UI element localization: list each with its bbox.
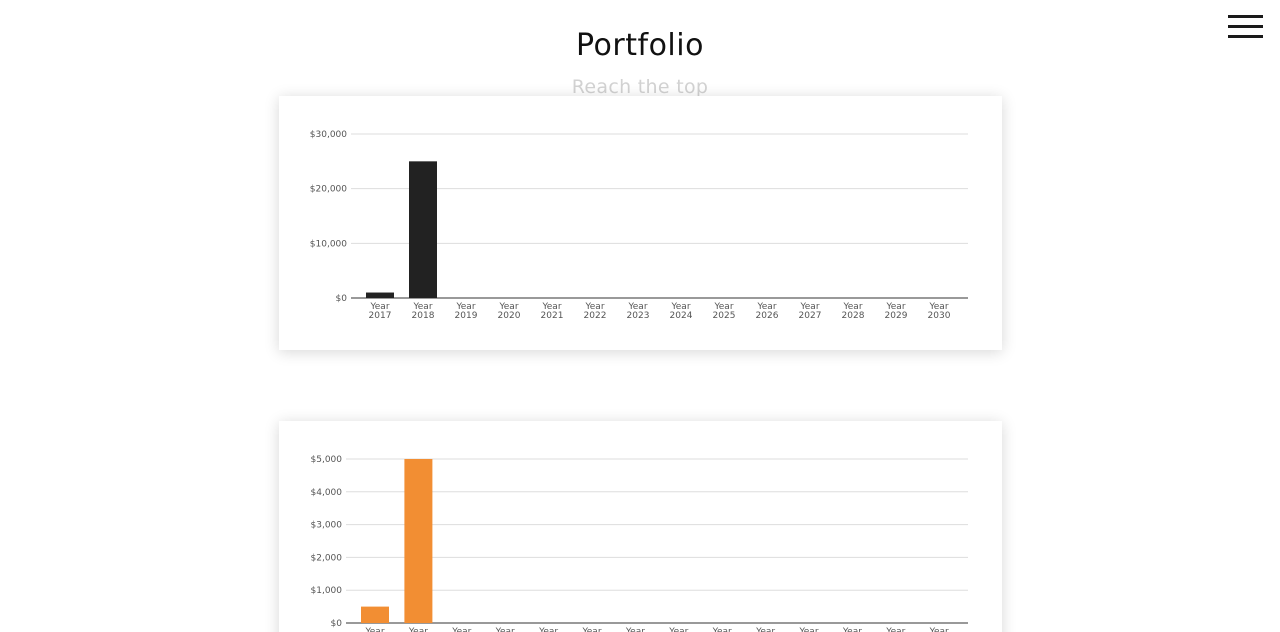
y-tick-label: $2,000 — [311, 553, 343, 563]
chart-card-1: $0 $10,000 $20,000 $30,000 Year 2017 Year 2018 Y… — [279, 96, 1002, 350]
bar-year-2018[interactable] — [404, 459, 433, 623]
page-title: Portfolio — [576, 28, 704, 63]
y-tick-label: $3,000 — [311, 521, 343, 531]
y-tick-label: $0 — [336, 294, 348, 304]
y-tick-label: $5,000 — [311, 455, 343, 465]
y-tick-label: $0 — [331, 619, 343, 629]
y-tick-label: $20,000 — [310, 185, 347, 195]
y-tick-label: $1,000 — [311, 586, 343, 596]
menu-bar-middle — [1228, 25, 1263, 28]
page-subtitle: Reach the top — [571, 76, 709, 98]
y-tick-label: $4,000 — [311, 488, 343, 498]
y-tick-label: $30,000 — [310, 130, 347, 140]
bar-year-2018[interactable] — [409, 161, 437, 298]
menu-bar-top — [1228, 15, 1263, 18]
y-tick-label: $10,000 — [310, 239, 347, 249]
bar-chart-1: $0 $10,000 $20,000 $30,000 Year 2017 Year 2018 Y… — [310, 130, 968, 321]
bar-year-2017[interactable] — [366, 292, 394, 298]
menu-bar-bottom — [1228, 35, 1263, 38]
chart-card-2: $0 $1,000 $2,000 $3,000 $4,000 $5,000 Year2017… — [279, 421, 1002, 632]
hamburger-menu-icon[interactable] — [1228, 14, 1264, 40]
bar-year-2017[interactable] — [361, 606, 389, 623]
bar-chart-2: $0 $1,000 $2,000 $3,000 $4,000 $5,000 Year2017… — [311, 455, 968, 632]
